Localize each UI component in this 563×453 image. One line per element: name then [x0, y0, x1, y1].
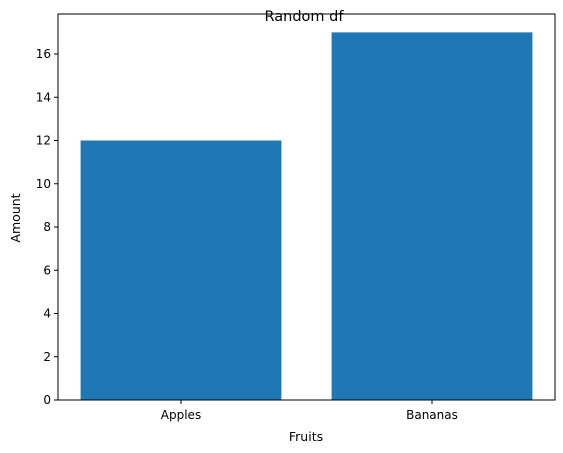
y-tick-label: 4 — [43, 307, 51, 321]
x-tick-label: Bananas — [406, 408, 458, 422]
y-tick-label: 10 — [36, 177, 51, 191]
y-tick-label: 0 — [43, 393, 51, 407]
bar-bananas — [331, 32, 533, 400]
x-axis-ticks: Apples Bananas — [161, 400, 458, 422]
y-tick-label: 8 — [43, 220, 51, 234]
y-tick-label: 14 — [36, 90, 51, 104]
bar-apples — [80, 140, 282, 400]
chart-title: Random df — [265, 9, 345, 25]
plot-frame — [57, 13, 556, 401]
y-axis-label: Amount — [8, 193, 23, 242]
bars-group — [80, 32, 533, 400]
y-tick-label: 16 — [36, 47, 51, 61]
x-axis-label: Fruits — [289, 429, 323, 444]
y-tick-label: 2 — [43, 350, 51, 364]
y-axis-ticks: 0 2 4 6 8 10 12 14 16 — [36, 47, 58, 407]
x-tick-label: Apples — [161, 408, 201, 422]
y-tick-label: 6 — [43, 263, 51, 277]
y-tick-label: 12 — [36, 134, 51, 148]
